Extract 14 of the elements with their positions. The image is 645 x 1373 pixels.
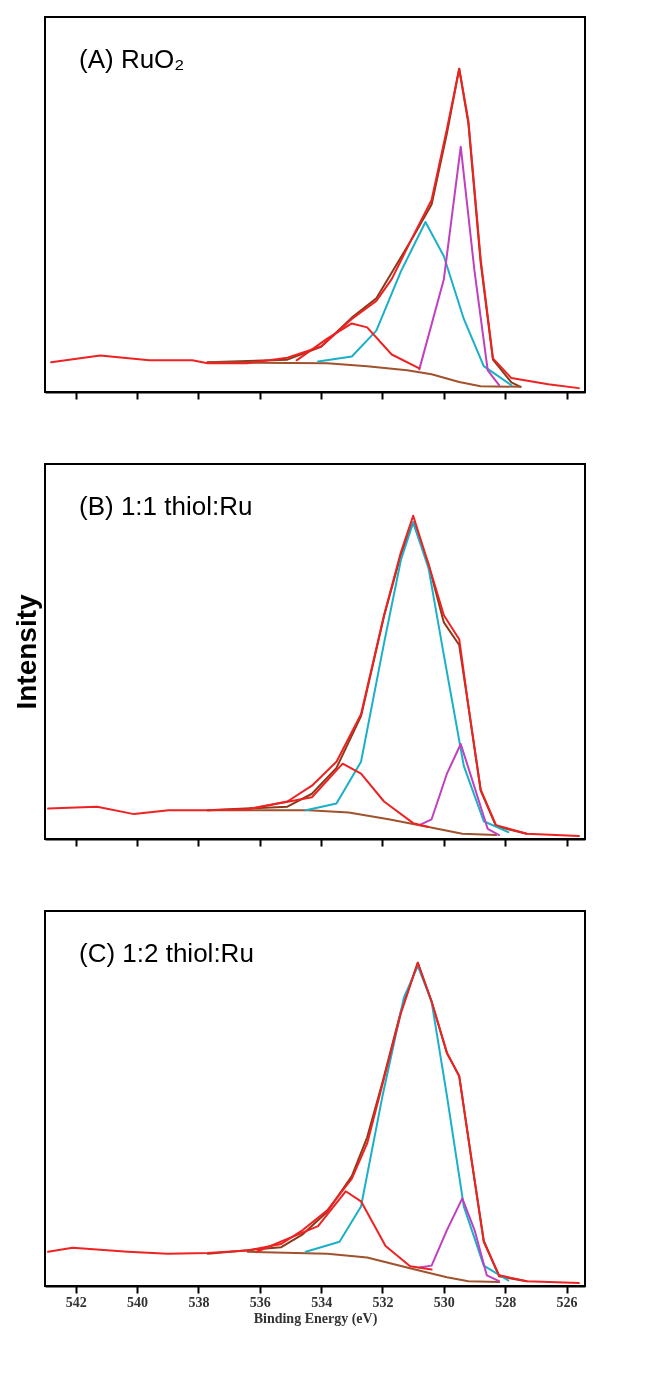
x-tick-label: 534 (311, 1294, 333, 1310)
y-axis-title: Intensity (10, 594, 42, 710)
x-tick-label: 538 (188, 1294, 210, 1310)
chart-title: (B) 1:1 thiol:Ru (79, 491, 253, 521)
x-axis-title: Binding Energy (eV) (253, 1310, 378, 1327)
x-tick-label: 540 (127, 1294, 149, 1310)
x-tick-label: 530 (433, 1294, 455, 1310)
x-tick-label: 526 (556, 1294, 578, 1310)
chart-title: (A) RuO₂ (79, 44, 185, 74)
chart-title: (C) 1:2 thiol:Ru (79, 938, 254, 968)
x-tick-label: 532 (372, 1294, 394, 1310)
x-tick-label: 536 (249, 1294, 271, 1310)
x-tick-label: 542 (65, 1294, 87, 1310)
x-tick-label: 528 (495, 1294, 517, 1310)
